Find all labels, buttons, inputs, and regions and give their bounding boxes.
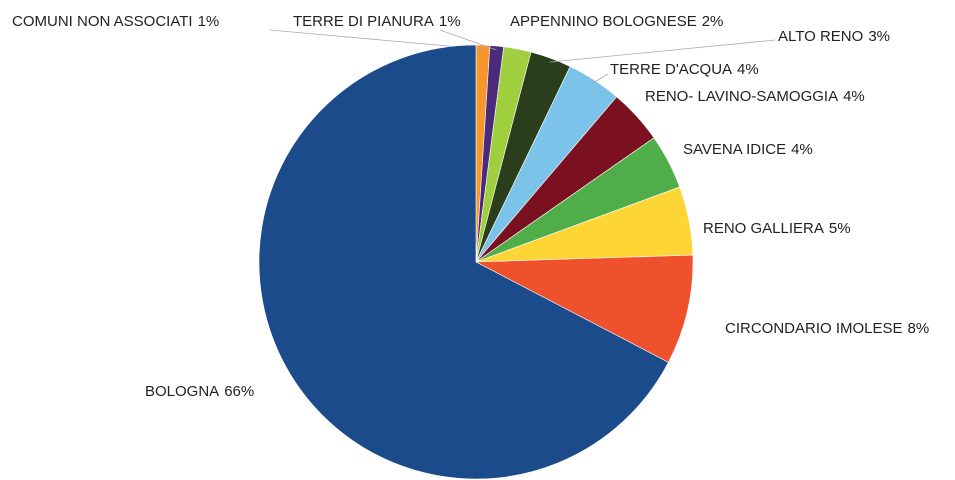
leader-line	[269, 29, 483, 50]
value-label: 2%	[702, 13, 724, 30]
leader-line	[439, 29, 497, 51]
slice-label: TERRE DI PIANURA 1%	[293, 13, 461, 30]
value-label: 66%	[224, 383, 254, 400]
category-name: COMUNI NON ASSOCIATI	[12, 13, 193, 30]
leader-line	[549, 39, 776, 63]
leader-line	[591, 73, 609, 84]
value-label: 3%	[868, 28, 890, 45]
category-name: APPENNINO BOLOGNESE	[510, 13, 697, 30]
slice-label: BOLOGNA 66%	[145, 383, 254, 400]
slice-label: CIRCONDARIO IMOLESE 8%	[725, 320, 929, 337]
category-name: CIRCONDARIO IMOLESE	[725, 320, 903, 337]
value-label: 1%	[198, 13, 220, 30]
category-name: ALTO RENO	[778, 28, 863, 45]
slice-label: ALTO RENO 3%	[778, 28, 890, 45]
slice-label: COMUNI NON ASSOCIATI 1%	[12, 13, 219, 30]
pie-slice	[258, 44, 669, 480]
value-label: 8%	[908, 320, 930, 337]
slice-label: TERRE D'ACQUA 4%	[610, 61, 759, 78]
category-name: SAVENA IDICE	[683, 141, 786, 158]
slice-label: RENO GALLIERA 5%	[703, 220, 851, 237]
value-label: 4%	[737, 61, 759, 78]
category-name: RENO- LAVINO-SAMOGGIA	[645, 88, 838, 105]
category-name: BOLOGNA	[145, 383, 219, 400]
category-name: TERRE DI PIANURA	[293, 13, 434, 30]
pie-slice	[474, 254, 694, 363]
slice-label: APPENNINO BOLOGNESE 2%	[510, 13, 723, 30]
slice-label: SAVENA IDICE 4%	[683, 141, 813, 158]
category-name: TERRE D'ACQUA	[610, 61, 732, 78]
value-label: 5%	[829, 220, 851, 237]
slice-label: RENO- LAVINO-SAMOGGIA 4%	[645, 88, 865, 105]
value-label: 1%	[439, 13, 461, 30]
value-label: 4%	[791, 141, 813, 158]
category-name: RENO GALLIERA	[703, 220, 824, 237]
value-label: 4%	[843, 88, 865, 105]
